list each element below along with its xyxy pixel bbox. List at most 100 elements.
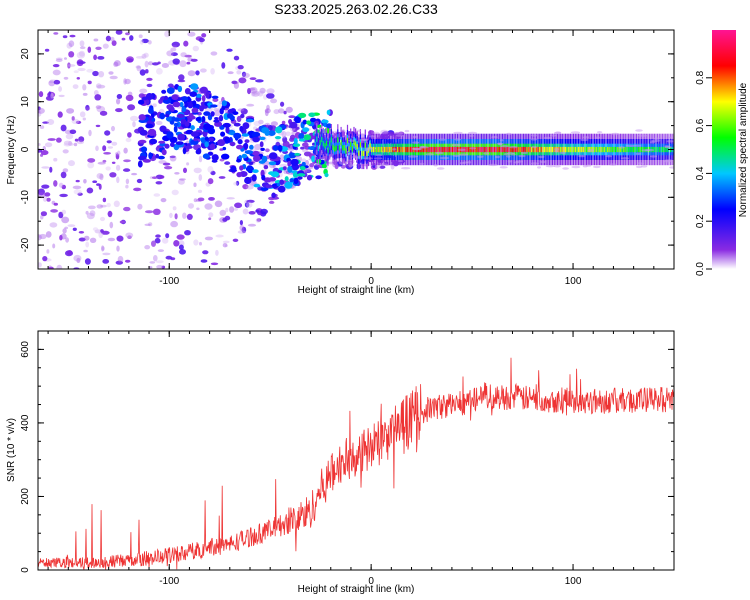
spectrogram-cell xyxy=(131,172,138,176)
spectrogram-cell xyxy=(273,109,280,115)
snr-x-ticks: -100 0 100 xyxy=(47,331,675,587)
spectrogram-cell xyxy=(181,96,189,102)
spectrogram-cell xyxy=(274,136,282,140)
spectrogram-cell xyxy=(316,124,323,129)
spectrogram-cell xyxy=(380,129,389,135)
spectrogram-cell xyxy=(38,107,45,114)
spectrogram-cell xyxy=(125,137,132,143)
spectrogram-cell xyxy=(102,259,110,264)
spectrogram-cell xyxy=(208,137,214,142)
spectrogram-cell xyxy=(71,116,75,121)
spectrogram-cell xyxy=(578,154,586,158)
spectrogram-cell xyxy=(109,75,118,80)
spectrogram-cell xyxy=(537,166,541,169)
spectrogram-band-cell xyxy=(476,146,478,153)
spectrogram-band-cell xyxy=(565,146,567,153)
snr-y-ticks: 0 200 400 600 xyxy=(20,330,674,573)
spectrogram-band-cell xyxy=(582,146,584,153)
spectrogram-cell xyxy=(255,209,260,213)
spectrogram-cell xyxy=(61,184,66,190)
spectrogram-cell xyxy=(173,122,179,127)
spectrogram-cell xyxy=(282,166,287,171)
spectrogram-cell xyxy=(52,69,61,76)
spectrogram-cell xyxy=(249,130,254,138)
spectrogram-cell xyxy=(282,140,290,148)
spectrogram-cell xyxy=(58,182,64,188)
spectrogram-cell xyxy=(207,166,214,173)
spectrogram-cell xyxy=(231,80,238,85)
spectrogram-cell xyxy=(289,134,296,140)
spectrogram-cell xyxy=(554,148,560,151)
spectrogram-cell xyxy=(210,51,218,56)
spectrogram-cell xyxy=(210,68,215,75)
spectrogram-band-cell xyxy=(474,146,476,153)
spectrogram-band-cell xyxy=(592,146,594,153)
spectrogram-band-cell xyxy=(539,146,541,153)
spectrogram-cell xyxy=(240,108,248,115)
spectrogram-cell xyxy=(285,131,291,137)
spectrogram-band-cell xyxy=(492,146,494,153)
spectrogram-cell xyxy=(100,229,104,233)
spectrogram-cell xyxy=(554,150,559,153)
spectrogram-band-cell xyxy=(574,146,576,153)
spectrogram-cell xyxy=(125,32,130,36)
spectrogram-cell xyxy=(276,182,281,187)
spectrogram-cell xyxy=(298,133,305,140)
spectrogram-cell xyxy=(177,133,186,141)
spectrogram-cell xyxy=(164,143,170,149)
spectrogram-cell xyxy=(270,171,280,178)
spectrogram-cell xyxy=(95,145,99,152)
spectrogram-cell xyxy=(107,146,113,149)
spectrogram-cell xyxy=(236,115,242,123)
spectrogram-band-cell xyxy=(573,146,575,153)
spectrogram-cell xyxy=(425,153,434,156)
spectrogram-cell xyxy=(256,91,265,95)
spectrogram-cell xyxy=(73,254,82,262)
spectrogram-cell xyxy=(166,87,175,94)
spectrogram-cell xyxy=(506,132,512,136)
spectrogram-cell xyxy=(374,157,383,160)
spectrogram-cell xyxy=(451,143,461,147)
spectrogram-cell xyxy=(172,101,181,108)
spectrogram-band-cell xyxy=(330,137,332,143)
spectrogram-cell xyxy=(453,131,463,135)
spectrogram-band-cell xyxy=(484,146,486,153)
spectrogram-cell xyxy=(582,136,590,139)
spectrogram-band-cell xyxy=(353,140,355,146)
spectrogram-cell xyxy=(288,115,296,119)
spectrogram-cell xyxy=(141,96,148,101)
spectrogram-band-cell xyxy=(359,142,361,148)
spectrogram-y-tick-label: 0 xyxy=(20,146,31,152)
spectrogram-cell xyxy=(270,98,278,104)
spectrogram-cell xyxy=(99,173,104,181)
spectrogram-cell xyxy=(244,176,252,185)
spectrogram-cell xyxy=(214,121,223,127)
spectrogram-band-cell xyxy=(505,146,507,153)
spectrogram-band-cell xyxy=(424,146,426,153)
spectrogram-cell xyxy=(222,240,230,244)
spectrogram-band-cell xyxy=(537,146,539,153)
spectrogram-cell xyxy=(467,131,478,135)
spectrogram-cell xyxy=(286,157,291,163)
spectrogram-cell xyxy=(499,166,508,169)
spectrogram-cell xyxy=(100,204,107,208)
spectrogram-cell xyxy=(152,62,159,66)
spectrogram-cell xyxy=(107,237,116,242)
spectrogram-cell xyxy=(179,60,187,68)
spectrogram-cell xyxy=(302,148,308,153)
snr-series-line xyxy=(38,357,674,570)
spectrogram-cell xyxy=(189,91,197,97)
spectrogram-band-cell xyxy=(471,146,473,153)
spectrogram-band-cell xyxy=(631,146,633,153)
spectrogram-band-cell xyxy=(379,146,381,153)
spectrogram-cell xyxy=(663,160,672,163)
spectrogram-cell xyxy=(434,151,444,155)
spectrogram-cell xyxy=(452,154,461,157)
spectrogram-cell xyxy=(77,67,86,72)
spectrogram-cell xyxy=(75,179,80,183)
spectrogram-cell xyxy=(50,209,58,213)
spectrogram-band-cell xyxy=(597,146,599,153)
spectrogram-cell xyxy=(106,140,112,144)
spectrogram-cell xyxy=(125,94,134,102)
spectrogram-cell xyxy=(219,148,224,151)
